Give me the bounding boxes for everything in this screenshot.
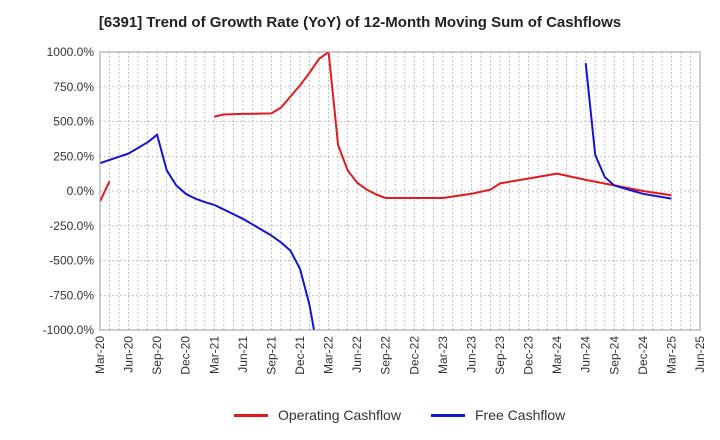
x-tick-label: Jun-22 xyxy=(350,336,364,373)
series-lines xyxy=(100,52,672,330)
x-tick-label: Mar-25 xyxy=(664,336,678,374)
y-tick-label: -250.0% xyxy=(49,219,94,233)
x-tick-label: Dec-21 xyxy=(293,336,307,375)
y-tick-label: 500.0% xyxy=(53,115,94,129)
x-tick-label: Sep-24 xyxy=(607,336,621,375)
legend-item-free-cashflow: Free Cashflow xyxy=(431,405,565,425)
x-tick-label: Dec-20 xyxy=(179,336,193,375)
x-tick-label: Dec-23 xyxy=(522,336,536,375)
x-tick-label: Mar-21 xyxy=(207,336,221,374)
series-line-free-cashflow xyxy=(584,62,672,200)
series-line-operating-cashflow xyxy=(214,52,672,199)
y-tick-label: 1000.0% xyxy=(47,45,95,59)
axes: 1000.0% 750.0% 500.0% 250.0% 0.0% -250.0% -500… xyxy=(43,45,707,375)
series-line-operating-cashflow xyxy=(100,180,111,202)
series-line-free-cashflow xyxy=(100,133,315,330)
x-tick-label: Dec-24 xyxy=(636,336,650,375)
legend-swatch-free-cashflow xyxy=(431,413,465,417)
x-tick-label: Sep-22 xyxy=(379,336,393,375)
x-tick-label: Mar-24 xyxy=(550,336,564,374)
x-tick-label: Jun-24 xyxy=(579,336,593,373)
y-tick-label: 750.0% xyxy=(53,80,94,94)
x-tick-label: Jun-25 xyxy=(693,336,707,373)
legend-swatch-operating-cashflow xyxy=(234,413,268,417)
y-tick-label: -1000.0% xyxy=(43,323,95,337)
grid-lines xyxy=(100,52,700,330)
x-tick-label: Jun-20 xyxy=(122,336,136,373)
legend-label-free-cashflow: Free Cashflow xyxy=(475,407,566,423)
y-tick-label: 250.0% xyxy=(53,149,94,163)
y-tick-label: 0.0% xyxy=(67,184,95,198)
legend: Operating Cashflow Free Cashflow xyxy=(0,405,720,425)
legend-item-operating-cashflow: Operating Cashflow xyxy=(234,405,401,425)
plot-border xyxy=(99,51,701,331)
x-tick-label: Sep-23 xyxy=(493,336,507,375)
x-tick-label: Jun-23 xyxy=(464,336,478,373)
legend-label-operating-cashflow: Operating Cashflow xyxy=(278,407,401,423)
y-tick-label: -500.0% xyxy=(49,254,94,268)
x-tick-label: Jun-21 xyxy=(236,336,250,373)
x-tick-label: Mar-23 xyxy=(436,336,450,374)
x-tick-label: Mar-22 xyxy=(322,336,336,374)
x-tick-label: Sep-21 xyxy=(264,336,278,375)
x-tick-label: Sep-20 xyxy=(150,336,164,375)
chart-title: [6391] Trend of Growth Rate (YoY) of 12-… xyxy=(98,14,622,31)
y-tick-label: -750.0% xyxy=(49,288,94,302)
x-tick-label: Dec-22 xyxy=(407,336,421,375)
x-tick-label: Mar-20 xyxy=(93,336,107,374)
